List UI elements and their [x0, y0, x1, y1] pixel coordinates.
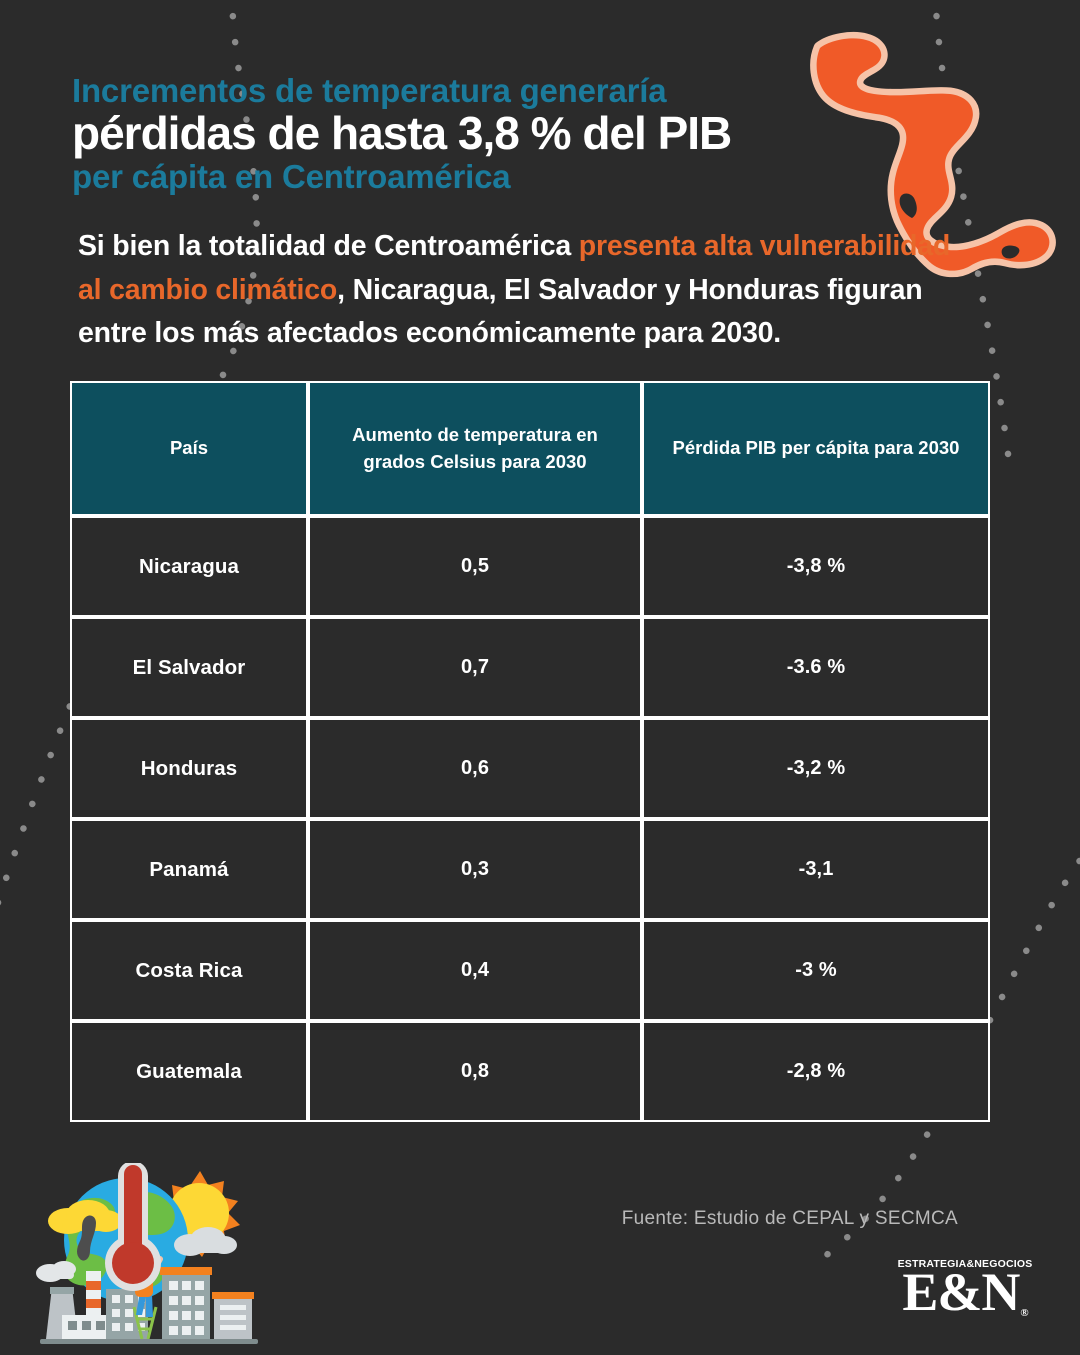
cell-temperature: 0,4: [308, 920, 642, 1022]
cell-country: Guatemala: [70, 1021, 308, 1123]
climate-change-illustration: [22, 1161, 274, 1350]
ground-line: [40, 1339, 258, 1344]
cloud-icon-yellow: [48, 1200, 122, 1234]
cell-gdp-loss: -2,8 %: [642, 1021, 990, 1123]
tall-building: [160, 1267, 212, 1339]
page-title: pérdidas de hasta 3,8 % del PIB: [72, 106, 732, 159]
cell-temperature: 0,3: [308, 819, 642, 921]
cell-country: Panamá: [70, 819, 308, 921]
cloud-icon-smoke: [36, 1261, 76, 1282]
data-table-container: País Aumento de temperatura en grados Ce…: [70, 381, 990, 1123]
column-header-gdp-loss: Pérdida PIB per cápita para 2030: [642, 381, 990, 517]
title-line-1: Incrementos de temperatura generaría: [72, 72, 667, 109]
small-building: [212, 1292, 254, 1339]
source-note: Fuente: Estudio de CEPAL y SECMCA: [621, 1208, 958, 1229]
table-header-row: País Aumento de temperatura en grados Ce…: [70, 381, 990, 517]
cell-gdp-loss: -3,2 %: [642, 718, 990, 820]
cell-gdp-loss: -3 %: [642, 920, 990, 1022]
header-block: Incrementos de temperatura generaría pér…: [0, 0, 1000, 193]
cell-gdp-loss: -3,8 %: [642, 516, 990, 618]
cell-temperature: 0,5: [308, 516, 642, 618]
cell-gdp-loss: -3,1: [642, 819, 990, 921]
table-row: Guatemala 0,8 -2,8 %: [70, 1021, 990, 1123]
cell-country: El Salvador: [70, 617, 308, 719]
cell-temperature: 0,7: [308, 617, 642, 719]
smoke-plume: [77, 1215, 96, 1261]
thermometer-icon: [105, 1161, 161, 1291]
table-body: Nicaragua 0,5 -3,8 % El Salvador 0,7 -3.…: [70, 516, 990, 1123]
table-header: País Aumento de temperatura en grados Ce…: [70, 381, 990, 517]
cell-country: Nicaragua: [70, 516, 308, 618]
cell-temperature: 0,6: [308, 718, 642, 820]
column-header-temperature: Aumento de temperatura en grados Celsius…: [308, 381, 642, 517]
cell-country: Honduras: [70, 718, 308, 820]
cell-gdp-loss: -3.6 %: [642, 617, 990, 719]
table-row: Nicaragua 0,5 -3,8 %: [70, 516, 990, 618]
cell-country: Costa Rica: [70, 920, 308, 1022]
column-header-country: País: [70, 381, 308, 517]
cell-temperature: 0,8: [308, 1021, 642, 1123]
title-line-3: per cápita en Centroamérica: [72, 157, 511, 195]
table-row: Panamá 0,3 -3,1: [70, 819, 990, 921]
lede-paragraph: Si bien la totalidad de Centroamérica pr…: [78, 225, 958, 355]
logo-wordmark: E&N®: [902, 1265, 1028, 1319]
table-row: El Salvador 0,7 -3.6 %: [70, 617, 990, 719]
ladder-icon: [132, 1306, 158, 1340]
lede-part-1: Si bien la totalidad de Centroamérica: [78, 230, 579, 263]
logo-mark-text: E&N: [902, 1262, 1020, 1322]
table-row: Honduras 0,6 -3,2 %: [70, 718, 990, 820]
brand-logo: ESTRATEGIA&NEGOCIOS E&N®: [880, 1258, 1050, 1319]
climate-impact-table: País Aumento de temperatura en grados Ce…: [70, 381, 990, 1123]
registered-trademark-icon: ®: [1020, 1306, 1028, 1319]
cloud-icon-gray: [174, 1227, 237, 1256]
table-row: Costa Rica 0,4 -3 %: [70, 920, 990, 1022]
